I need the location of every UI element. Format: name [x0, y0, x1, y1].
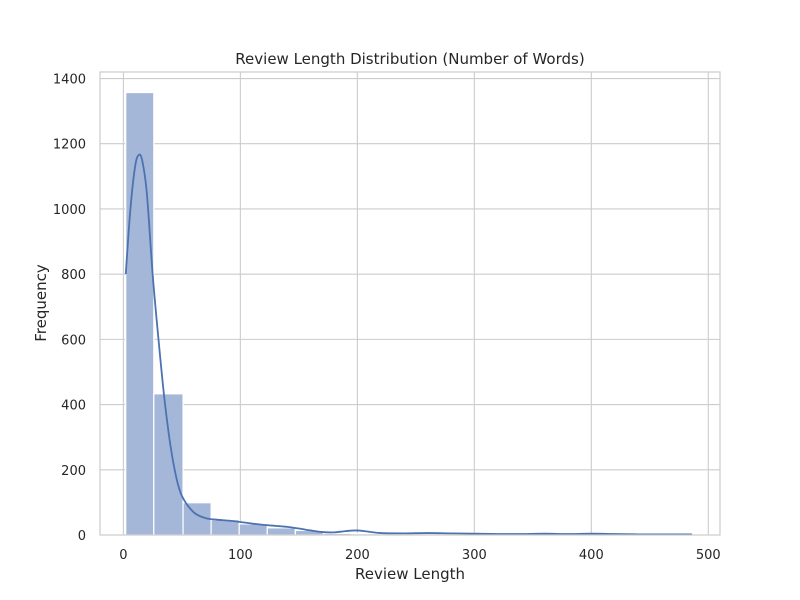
y-tick-label: 400	[61, 399, 86, 414]
y-tick-label: 1200	[53, 138, 86, 153]
x-tick-label: 0	[119, 548, 127, 563]
chart-title: Review Length Distribution (Number of Wo…	[235, 50, 584, 68]
y-tick-labels: 0 200 400 600 800 1000 1200 1400	[53, 73, 86, 544]
plot-area	[100, 72, 720, 535]
y-tick-label: 800	[61, 268, 86, 283]
y-axis-label: Frequency	[32, 264, 50, 342]
x-tick-label: 500	[696, 548, 721, 563]
plot-frame	[99, 71, 721, 536]
kde-curve	[124, 153, 692, 536]
x-axis-label: Review Length	[355, 565, 465, 583]
histogram-bar	[153, 393, 184, 536]
y-tick-label: 0	[78, 529, 86, 544]
y-tick-label: 200	[61, 464, 86, 479]
x-tick-label: 100	[228, 548, 253, 563]
x-tick-label: 400	[579, 548, 604, 563]
y-tick-label: 1000	[53, 203, 86, 218]
x-tick-label: 300	[462, 548, 487, 563]
y-tick-label: 600	[61, 333, 86, 348]
grid-lines	[100, 72, 720, 536]
y-tick-label: 1400	[53, 73, 86, 88]
x-tick-labels: 0 100 200 300 400 500	[119, 548, 720, 563]
x-tick-label: 200	[345, 548, 370, 563]
histogram-bar	[266, 527, 296, 536]
histogram-bars	[125, 91, 693, 536]
histogram-bar	[125, 91, 155, 536]
